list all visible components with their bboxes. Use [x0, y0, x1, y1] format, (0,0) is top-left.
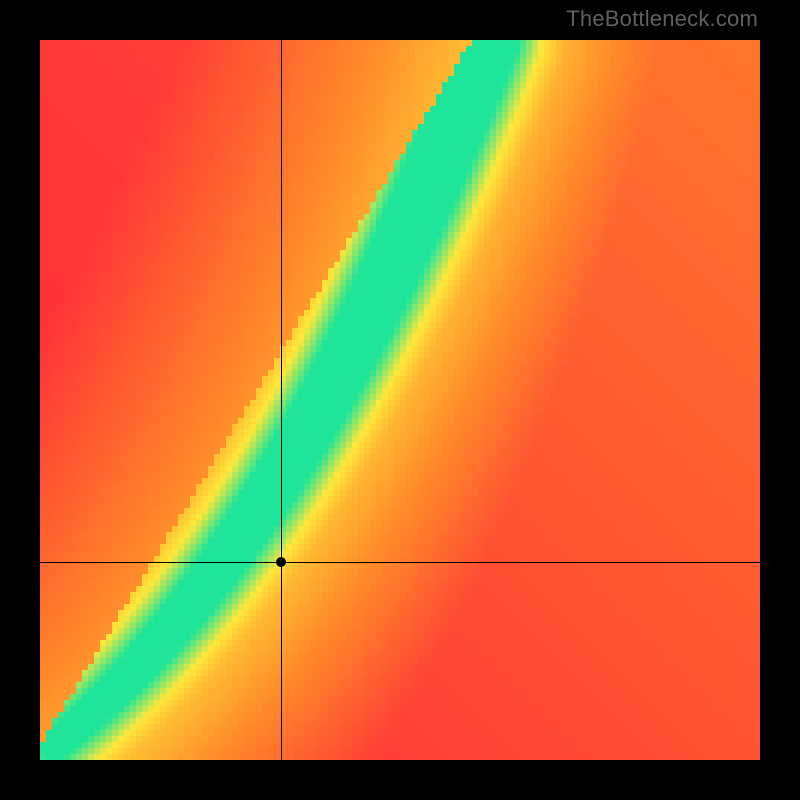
- crosshair-marker: [276, 557, 286, 567]
- watermark-text: TheBottleneck.com: [566, 6, 758, 32]
- crosshair-horizontal: [40, 562, 760, 563]
- crosshair-vertical: [281, 40, 282, 760]
- bottleneck-heatmap: [40, 40, 760, 760]
- heatmap-canvas: [40, 40, 760, 760]
